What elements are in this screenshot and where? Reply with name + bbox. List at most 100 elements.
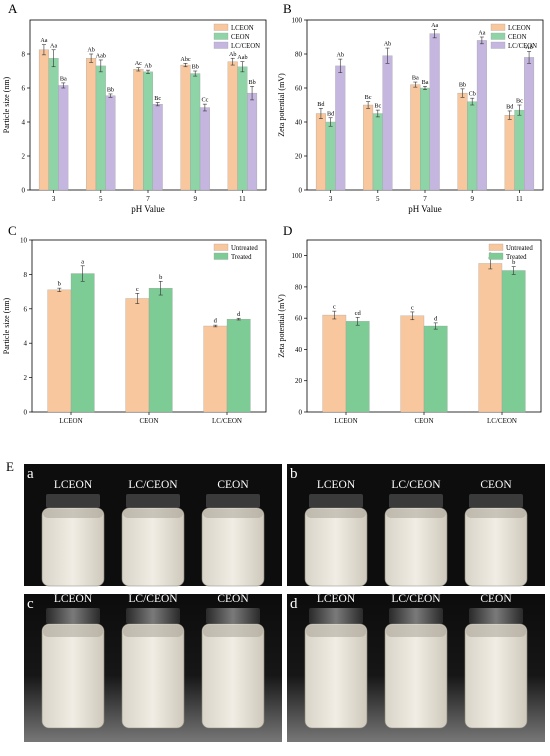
panel-label: A (8, 1, 18, 16)
chart-panel-c: C 0 2 4 6 8 10 Particle size (nm) LCEON b a CEON c b L… (2, 223, 267, 425)
y-tick-label: 0 (299, 187, 303, 195)
legend-entry: LC/CEON (231, 43, 260, 50)
legend-entry: Untreated (231, 245, 258, 252)
bottle-headspace (386, 509, 446, 518)
x-tick-label: 3 (329, 195, 333, 203)
bar (322, 314, 347, 413)
significance-label: Bd (317, 101, 325, 108)
bar (190, 73, 201, 191)
significance-label: Aa (50, 42, 57, 49)
significance-label: Bb (107, 86, 114, 93)
x-tick-label: LCEON (334, 417, 357, 425)
bottle-headspace (466, 625, 526, 637)
bottle-body (464, 623, 528, 729)
significance-label: cd (355, 310, 362, 317)
significance-label: a (81, 258, 84, 265)
photo-letter: d (290, 596, 298, 612)
bottle-lid (126, 494, 180, 508)
bar (514, 109, 525, 191)
bottle-body (121, 507, 185, 587)
bottle-lid (309, 608, 363, 624)
bottle-headspace (306, 509, 366, 518)
legend-entry: LC/CEON (508, 43, 537, 50)
photo-b: b LCEON LC/CEON CEON (287, 464, 545, 587)
x-tick-label: 7 (146, 195, 150, 203)
y-axis-label: Zeta potential (mV) (277, 73, 286, 137)
bottle-body (384, 623, 448, 729)
y-tick-label: 8 (22, 51, 26, 59)
significance-label: Bd (327, 110, 335, 117)
panel-label: E (6, 459, 14, 474)
significance-label: Abc (180, 56, 191, 63)
significance-label: Aa (431, 22, 438, 29)
bar (133, 69, 144, 191)
legend-swatch (213, 32, 229, 40)
y-tick-label: 10 (20, 237, 28, 245)
bar (504, 115, 515, 191)
bottle-headspace (203, 509, 263, 518)
bar (180, 64, 191, 191)
bar (226, 318, 251, 413)
legend-entry: CEON (508, 34, 527, 41)
bottle-body (464, 507, 528, 587)
x-tick-label: 11 (239, 195, 246, 203)
significance-label: Ac (135, 60, 142, 67)
bottle-lid (309, 494, 363, 508)
bar (382, 55, 393, 191)
x-tick-label: 7 (423, 195, 427, 203)
significance-label: Bc (154, 95, 161, 102)
bottle-headspace (466, 509, 526, 518)
x-tick-label: LC/CEON (487, 417, 517, 425)
x-tick-label: 5 (99, 195, 103, 203)
bar (48, 58, 59, 191)
bottle-label: CEON (480, 593, 512, 605)
y-tick-label: 0 (24, 409, 28, 417)
y-tick-label: 100 (292, 252, 303, 260)
bottle-label: LCEON (54, 479, 93, 491)
significance-label: b (512, 259, 515, 266)
bar (335, 65, 346, 191)
photo-letter: c (27, 596, 34, 612)
bar (105, 95, 116, 191)
panel-label: D (283, 223, 292, 238)
bar (58, 85, 69, 191)
significance-label: d (237, 311, 241, 318)
x-tick-label: 3 (52, 195, 56, 203)
significance-label: b (159, 274, 162, 281)
bottle-lid (389, 494, 443, 508)
bottle-headspace (306, 625, 366, 637)
x-tick-label: LCEON (59, 417, 82, 425)
significance-label: Ba (412, 75, 419, 82)
legend-swatch (488, 243, 504, 251)
legend-swatch (213, 243, 229, 251)
y-tick-label: 6 (24, 305, 28, 313)
bottle-lid (46, 608, 100, 624)
significance-label: Bc (365, 94, 372, 101)
x-tick-label: 9 (470, 195, 474, 203)
bar (457, 92, 468, 191)
bottle-body (201, 623, 265, 729)
legend-swatch (213, 23, 229, 31)
bottle-headspace (203, 625, 263, 637)
bar (152, 104, 163, 191)
y-tick-label: 4 (24, 340, 28, 348)
y-tick-label: 60 (295, 315, 303, 323)
bottle-lid (126, 608, 180, 624)
bar (363, 104, 374, 191)
x-tick-label: 11 (516, 195, 523, 203)
x-tick-label: CEON (414, 417, 433, 425)
bottle-label: CEON (217, 593, 249, 605)
y-tick-label: 40 (295, 346, 303, 354)
photo-c: c LCEON LC/CEON CEON (24, 593, 282, 742)
bar (203, 325, 228, 413)
significance-label: Ab (336, 52, 344, 59)
bar (125, 298, 150, 413)
significance-label: d (214, 318, 218, 325)
photo-d: d LCEON LC/CEON CEON (287, 593, 545, 742)
bottle-label: CEON (480, 479, 512, 491)
y-tick-label: 40 (295, 119, 303, 127)
y-tick-label: 2 (24, 374, 28, 382)
legend-entry: Untreated (506, 245, 533, 252)
significance-label: Bb (459, 81, 466, 88)
significance-label: Ab (87, 47, 95, 54)
